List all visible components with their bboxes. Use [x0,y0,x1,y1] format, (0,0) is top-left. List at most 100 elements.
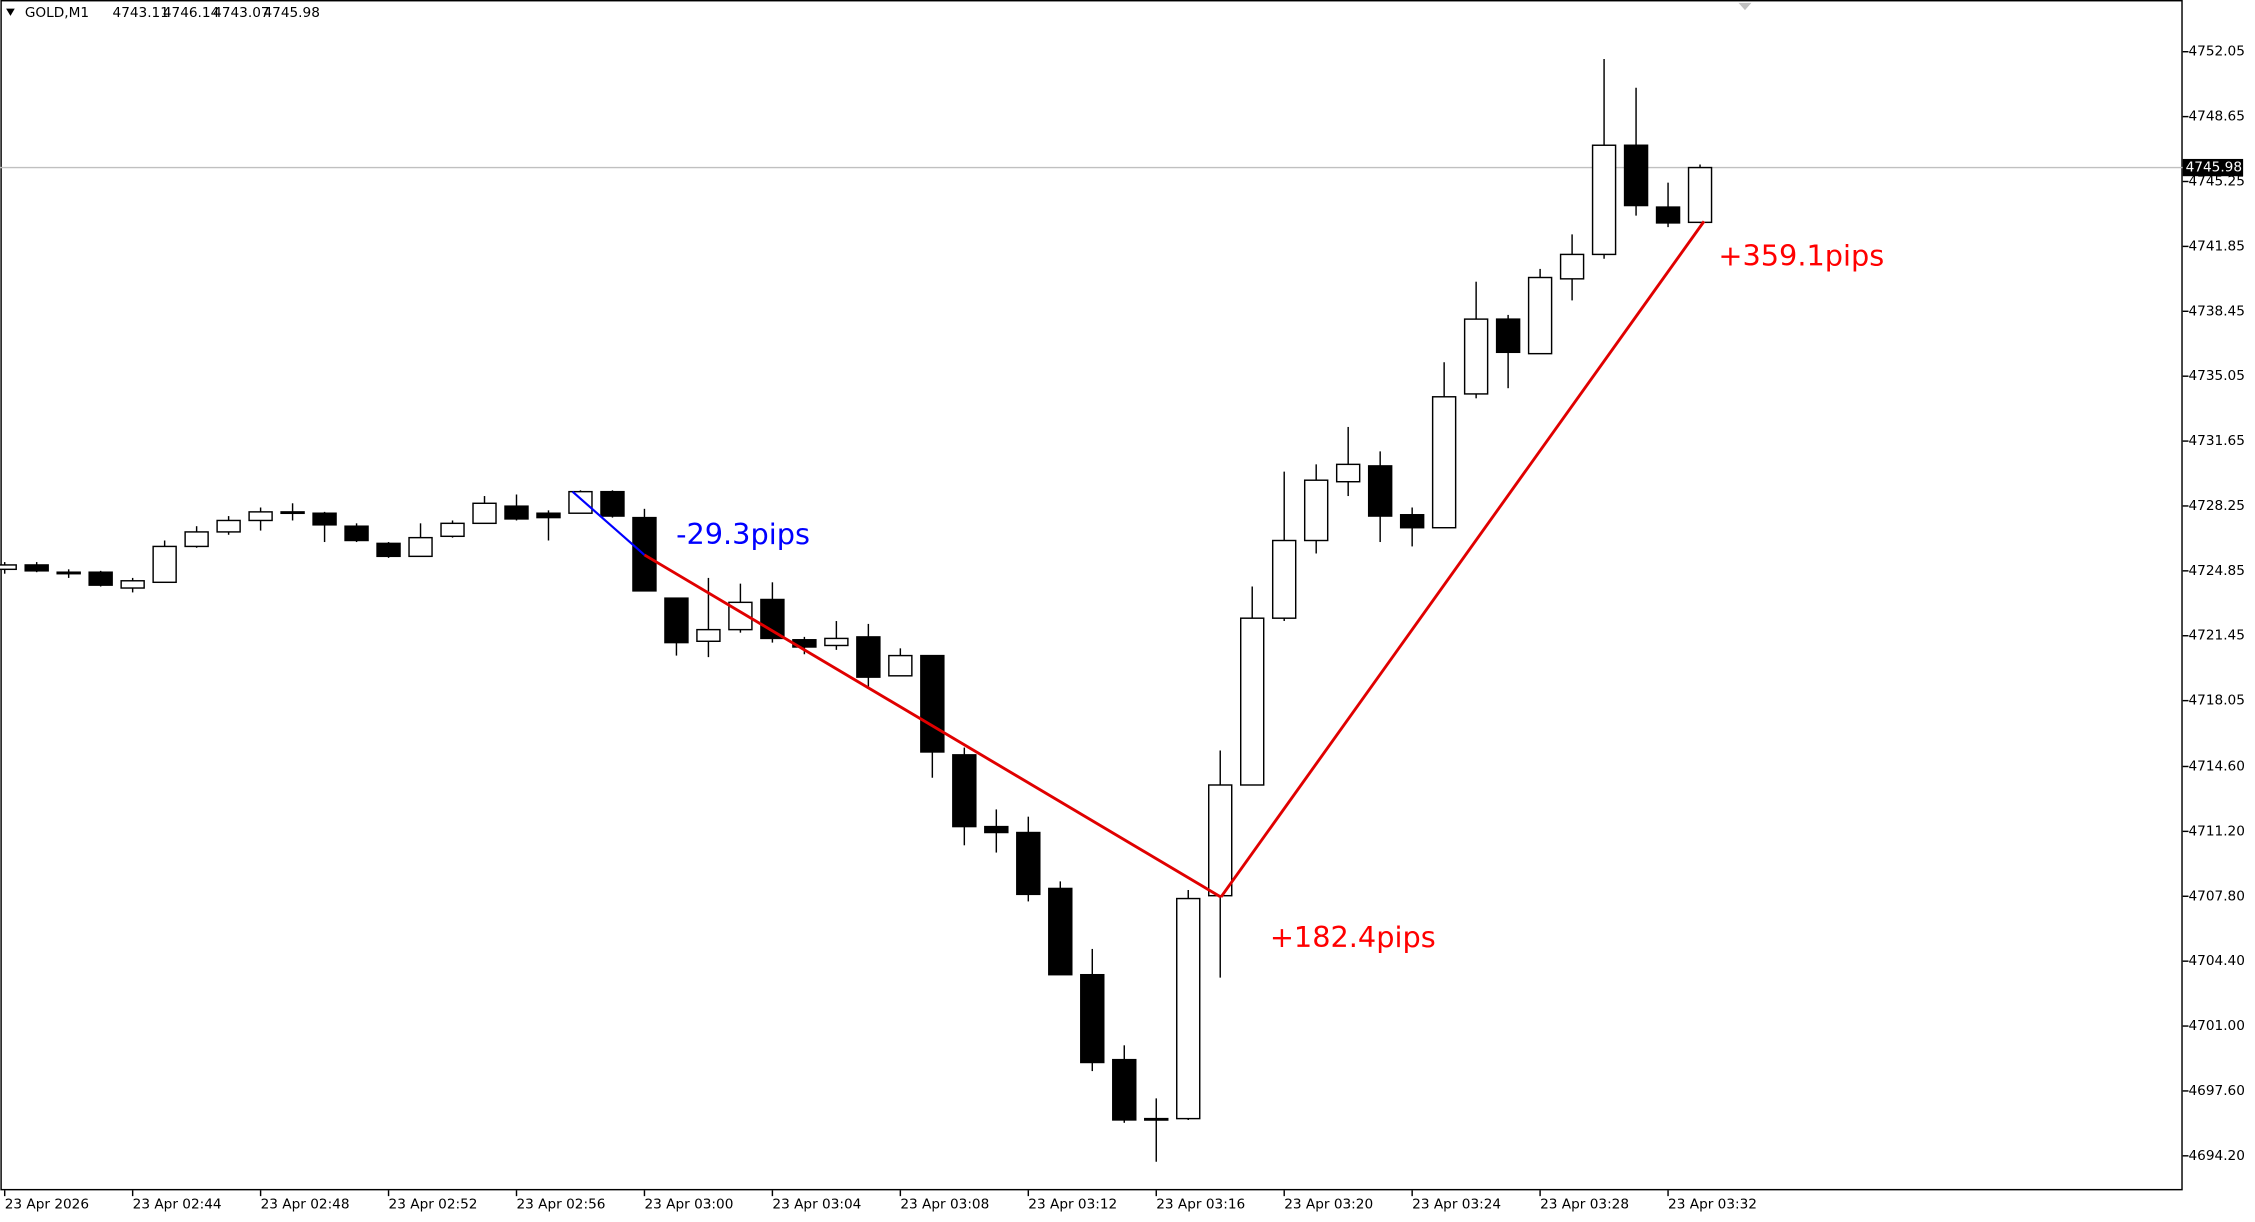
candle-body [1239,617,1265,786]
candle-body [248,511,273,522]
y-tick-label: 4701.00 [2188,1018,2244,1034]
trend-line [571,490,646,556]
header-close: 4745.98 [263,5,319,21]
x-tick-label: 23 Apr 03:24 [1412,1197,1501,1213]
candle-body [1591,144,1617,256]
candle-body [344,525,369,542]
trend-line [643,553,1222,899]
x-tick-label: 23 Apr 2026 [5,1197,89,1213]
candle-body [664,597,689,644]
candle-body [280,511,305,515]
candle-body [184,531,209,548]
candle-body [1559,253,1585,280]
plot [0,58,2183,1162]
candle-body [568,490,593,514]
y-tick-label: 4728.25 [2188,498,2244,514]
candle-body [1431,396,1457,529]
scroll-marker [1738,2,1752,11]
trend-line [1219,220,1706,898]
header-open: 4743.11 [113,5,169,21]
y-tick-label: 4714.60 [2188,758,2244,774]
candle-body [1335,463,1361,483]
header-high: 4746.14 [163,5,219,21]
candle-body [696,628,721,642]
candle-body [536,512,561,519]
x-tick-label: 23 Apr 03:20 [1284,1197,1373,1213]
candle-body [1399,514,1425,529]
y-tick-label: 4694.20 [2188,1148,2244,1164]
candle-body [1463,318,1489,395]
candle-body [952,754,977,828]
candle-body [1271,539,1297,619]
y-tick-label: 4741.85 [2188,238,2244,254]
y-tick-label: 4711.20 [2188,823,2244,839]
candle-body [1623,144,1649,207]
x-tick-label: 23 Apr 03:12 [1028,1197,1117,1213]
candle-body [1495,318,1521,354]
candle-body [88,571,113,586]
x-tick-label: 23 Apr 02:48 [261,1197,350,1213]
annotation: -29.3pips [676,517,810,551]
candle-body [1687,166,1713,224]
y-tick-label: 4707.80 [2188,888,2244,904]
x-tick-label: 23 Apr 02:56 [517,1197,606,1213]
x-tick-label: 23 Apr 03:04 [772,1197,861,1213]
x-tick-label: 23 Apr 03:08 [900,1197,989,1213]
annotation: +182.4pips [1270,920,1436,954]
candle-body [408,536,433,558]
candle-body [1176,897,1201,1120]
x-tick-label: 23 Apr 03:16 [1156,1197,1245,1213]
x-tick-label: 23 Apr 02:44 [133,1197,222,1213]
candle-body [0,564,17,571]
candle-body [824,637,849,647]
plot-frame [0,0,2183,1191]
candle-body [504,505,529,520]
candle-body [920,654,945,753]
candle-body [1655,206,1681,224]
candle-body [472,502,497,525]
candle-body [1527,276,1553,355]
candle-body [984,825,1009,834]
price-label-box [2182,158,2244,177]
candle-body [1112,1058,1137,1121]
candle-body [312,512,337,526]
candle-body [24,564,49,572]
candle-body [56,571,81,575]
candle-body [440,522,465,538]
header-low: 4743.07 [213,5,269,21]
symbol-title: GOLD,M1 [25,5,89,21]
y-tick-label: 4731.65 [2188,433,2244,449]
x-tick-label: 23 Apr 03:00 [644,1197,733,1213]
candle-body [376,542,401,558]
y-tick-label: 4724.85 [2188,563,2244,579]
candle-body [760,598,785,640]
candle-body [1208,784,1233,897]
candle-body [152,545,177,584]
candle-body [600,490,625,517]
price-label: 4745.98 [2186,160,2242,176]
x-tick-label: 23 Apr 03:28 [1540,1197,1629,1213]
header-arrow [6,8,15,16]
y-tick-label: 4718.05 [2188,693,2244,709]
x-tick-label: 23 Apr 02:52 [389,1197,478,1213]
candle-body [1080,973,1105,1064]
y-tick-label: 4704.40 [2188,953,2244,969]
x-tick-label: 23 Apr 03:32 [1668,1197,1757,1213]
y-tick-label: 4738.45 [2188,303,2244,319]
candle-body [1367,465,1393,517]
candle-body [1144,1117,1169,1121]
candle-body [1303,479,1329,542]
y-tick-label: 4748.65 [2188,109,2244,125]
candle-body [216,519,241,533]
annotation: +359.1pips [1718,238,1884,272]
candle-body [120,580,145,589]
candle-body [856,636,881,678]
y-tick-label: 4697.60 [2188,1083,2244,1099]
candle-body [1048,887,1073,976]
candle-body [888,654,913,677]
y-tick-label: 4745.25 [2188,174,2244,190]
candle-body [1016,831,1041,896]
